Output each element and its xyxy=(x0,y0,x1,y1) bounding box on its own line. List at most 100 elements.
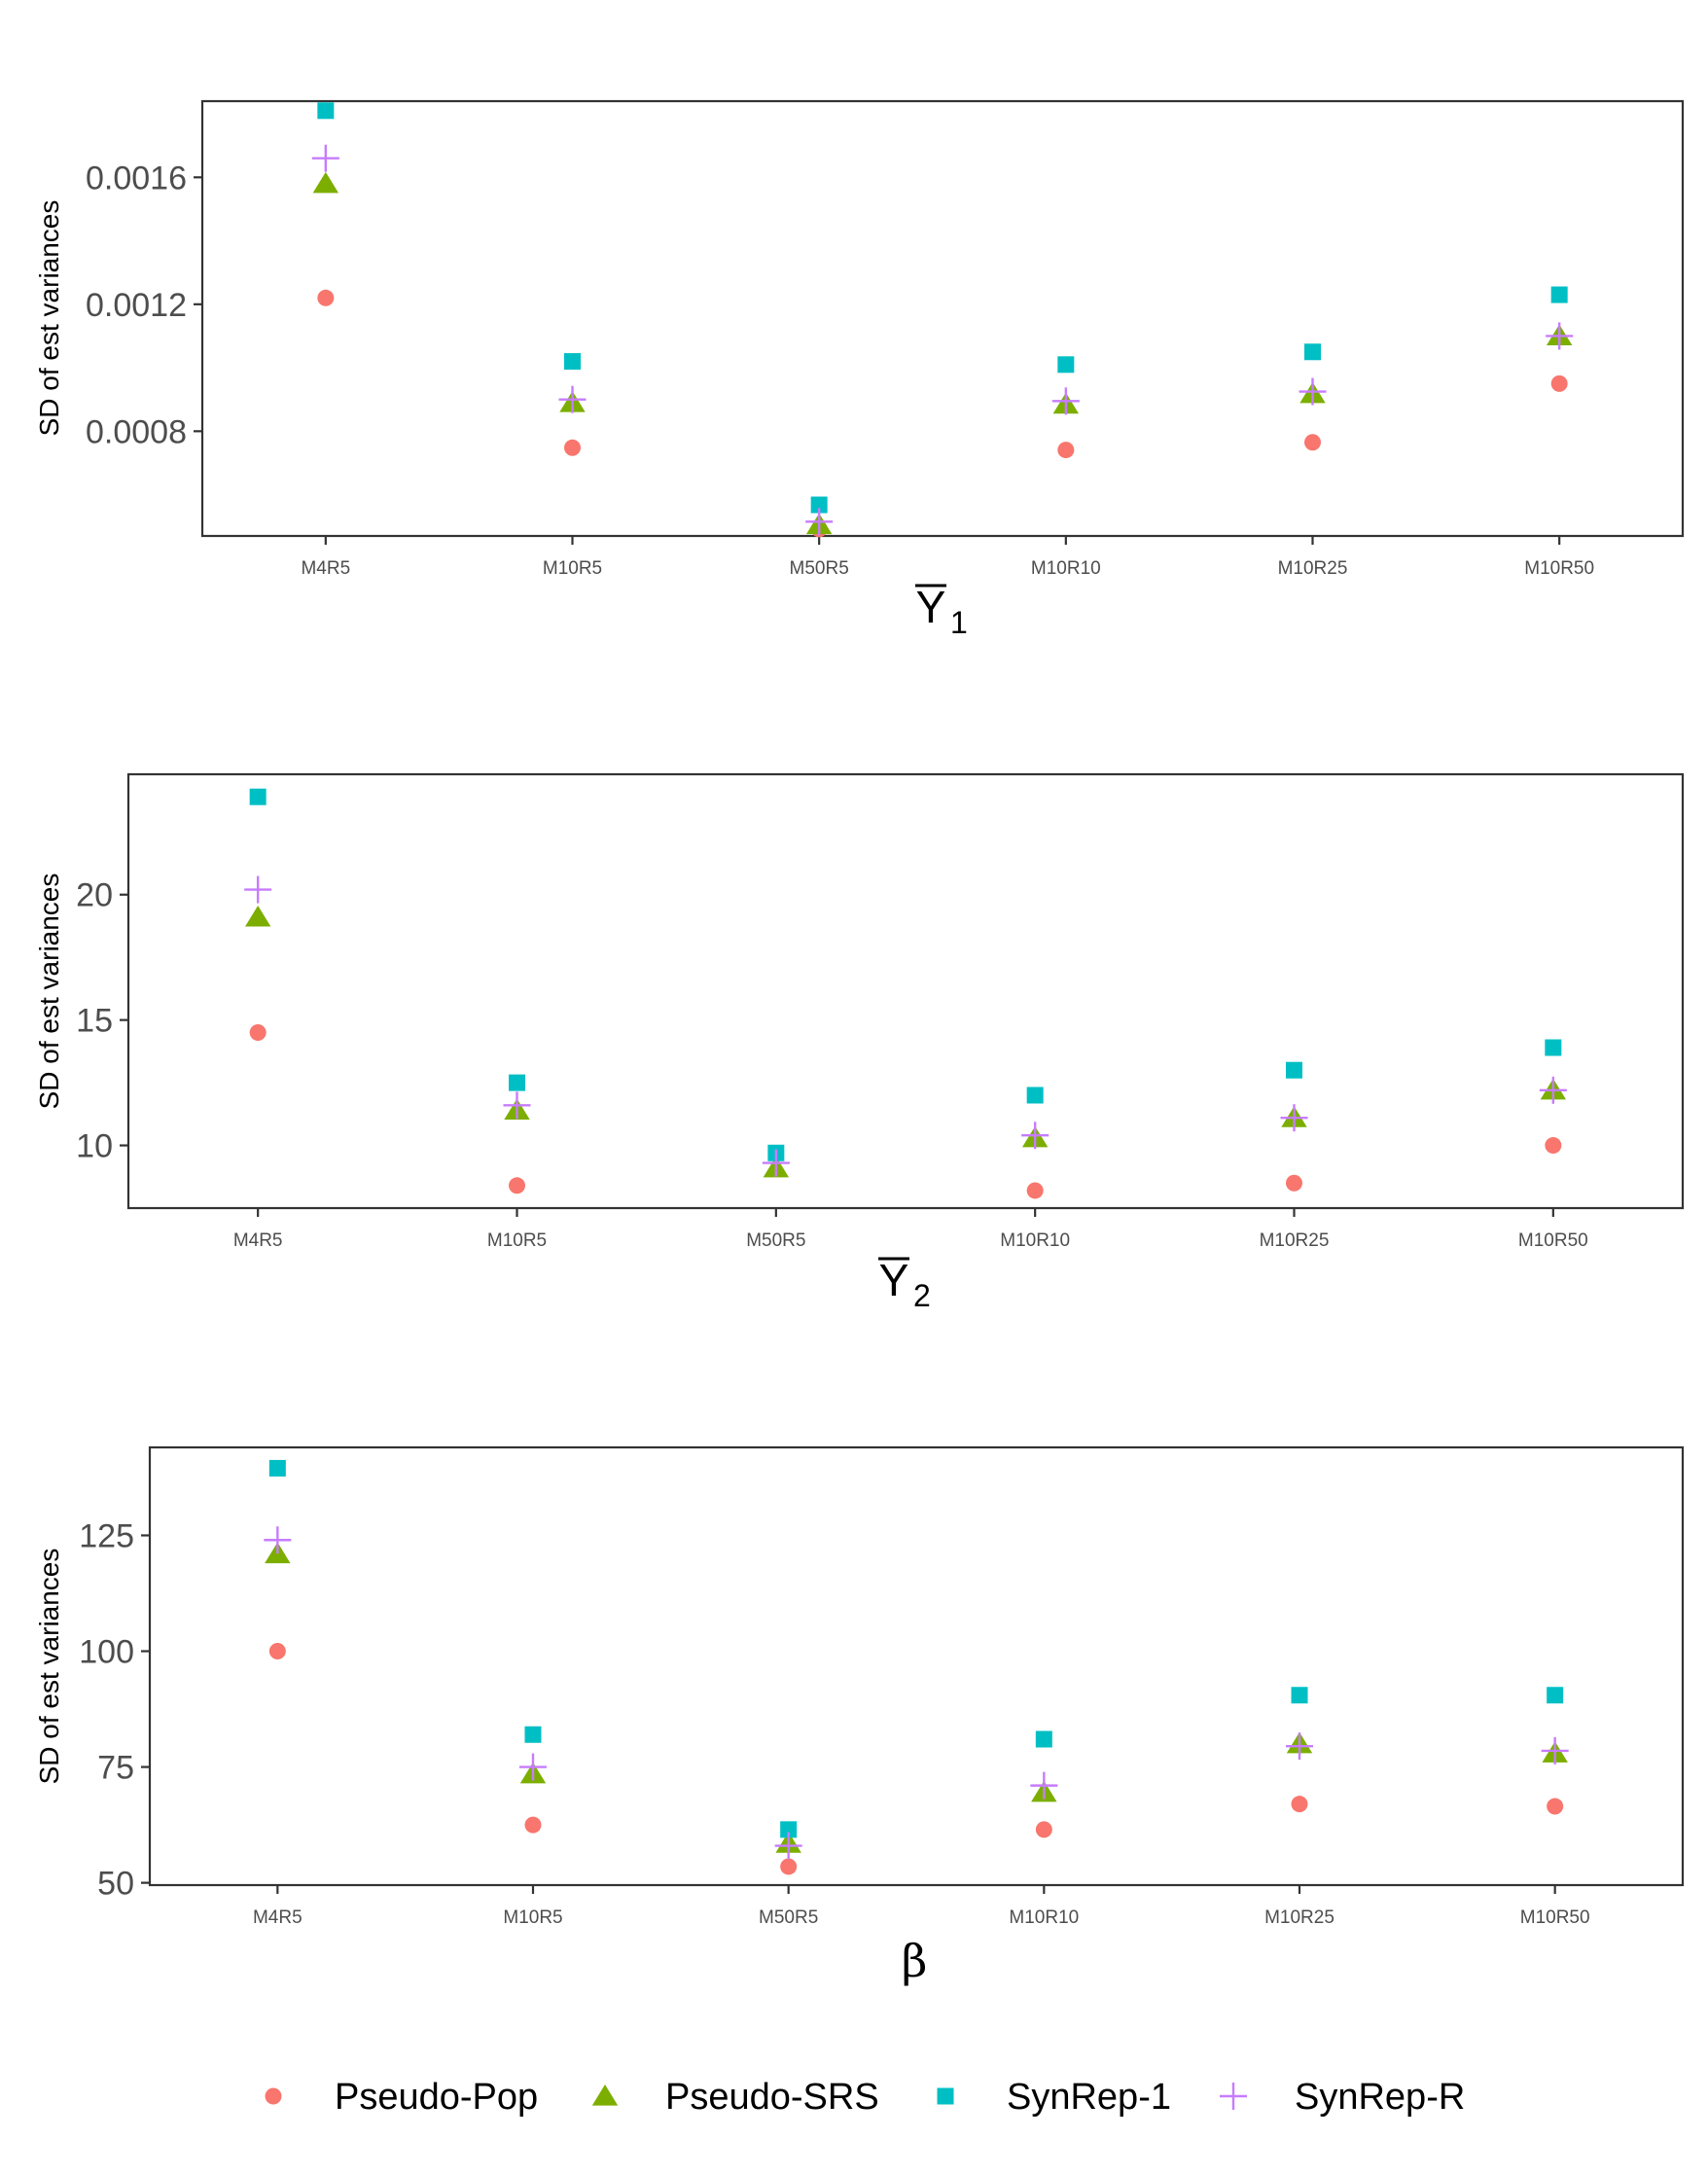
data-point xyxy=(1291,1796,1308,1813)
x-axis-title-symbol: Y xyxy=(879,1255,909,1305)
data-point xyxy=(1035,1730,1052,1748)
data-point xyxy=(1546,322,1574,350)
data-point xyxy=(264,1526,292,1554)
data-point xyxy=(244,875,272,904)
data-point xyxy=(1541,1736,1569,1764)
data-point xyxy=(1286,1732,1313,1761)
x-tick-label: M50R5 xyxy=(790,558,849,579)
x-tick-label: M10R50 xyxy=(1518,1230,1588,1251)
series-pseudo-srs xyxy=(265,1542,1568,1853)
x-axis-title-subscript: 1 xyxy=(950,605,968,640)
y-tick-label: 0.0008 xyxy=(86,413,187,450)
legend-key xyxy=(265,2087,282,2105)
data-point xyxy=(1291,1687,1308,1704)
legend-item-synrep-r: SynRep-R xyxy=(1220,2077,1465,2118)
x-tick-label: M10R5 xyxy=(503,1907,562,1928)
data-point xyxy=(317,289,335,306)
x-tick-label: M10R5 xyxy=(487,1230,547,1251)
data-point xyxy=(509,1177,525,1194)
series-synrep-r xyxy=(264,1526,1569,1860)
series-pseudo-pop xyxy=(268,1643,1564,1875)
data-point xyxy=(558,385,587,413)
legend-key xyxy=(937,2087,954,2105)
data-point xyxy=(810,496,828,514)
data-point xyxy=(524,1726,542,1743)
x-axis-title: β xyxy=(902,1935,928,1987)
data-point xyxy=(1539,1076,1567,1104)
data-point xyxy=(1026,1182,1044,1199)
x-tick-label: M4R5 xyxy=(253,1907,302,1928)
x-tick-label: M10R25 xyxy=(1278,558,1348,579)
data-point xyxy=(249,788,267,805)
legend-key xyxy=(591,2085,619,2106)
y-tick-label: 0.0012 xyxy=(86,287,187,324)
y-axis-title: SD of est variances xyxy=(34,200,64,437)
data-point xyxy=(1304,343,1321,361)
y-tick-label: 10 xyxy=(76,1128,113,1165)
x-tick-label: M10R50 xyxy=(1520,1907,1590,1928)
legend-label: SynRep-R xyxy=(1295,2077,1465,2118)
x-tick-label: M10R25 xyxy=(1260,1230,1330,1251)
legend-item-pseudo-pop: Pseudo-Pop xyxy=(265,2077,538,2118)
data-point xyxy=(509,1074,525,1091)
data-point xyxy=(1021,1122,1050,1150)
plot-border xyxy=(148,1445,1685,1887)
data-point xyxy=(1280,1104,1308,1132)
legend-label: SynRep-1 xyxy=(1007,2077,1171,2118)
data-point xyxy=(1299,377,1327,406)
x-tick-label: M10R50 xyxy=(1524,558,1594,579)
series-pseudo-srs xyxy=(312,171,1573,535)
data-point xyxy=(1286,1061,1302,1079)
plot-border xyxy=(200,99,1685,538)
data-point xyxy=(805,508,834,536)
panel-1: 0.0008 0.0012 0.0016 M4R5 M10R5 M50R5 M10R10 M1… xyxy=(34,99,1685,640)
data-point xyxy=(519,1753,547,1781)
panel-3: 50 75 100 125 M4R5 M10R5 M50R5 M10R10 M10R25 M10R… xyxy=(34,1445,1685,1987)
data-point xyxy=(564,353,581,371)
series-pseudo-pop xyxy=(249,1024,1562,1199)
series-synrep-r xyxy=(311,144,1574,536)
data-point xyxy=(312,171,339,194)
x-tick-label: M10R25 xyxy=(1264,1907,1334,1928)
data-point xyxy=(780,1821,798,1838)
y-tick-label: 100 xyxy=(79,1634,134,1671)
y-tick-label: 20 xyxy=(76,877,113,914)
data-point xyxy=(1550,286,1568,303)
x-tick-label: M50R5 xyxy=(759,1907,818,1928)
legend-item-synrep-1: SynRep-1 xyxy=(937,2077,1171,2118)
series-synrep-1 xyxy=(249,788,1562,1161)
series-pseudo-pop xyxy=(317,289,1568,538)
data-point xyxy=(1286,1174,1302,1192)
data-point xyxy=(311,144,339,172)
series-synrep-1 xyxy=(268,1459,1564,1838)
data-point xyxy=(1051,387,1080,415)
data-point xyxy=(564,439,581,456)
data-point xyxy=(503,1091,531,1120)
x-tick-label: M10R5 xyxy=(543,558,602,579)
legend-key xyxy=(1220,2083,1247,2110)
data-point xyxy=(1545,1039,1562,1056)
data-point xyxy=(762,1149,790,1177)
y-axis-title: SD of est variances xyxy=(34,1549,64,1785)
x-tick-label: M10R10 xyxy=(1031,558,1101,579)
plot-border xyxy=(126,772,1685,1210)
data-point xyxy=(249,1024,267,1042)
x-tick-label: M10R10 xyxy=(1009,1907,1079,1928)
data-point xyxy=(780,1858,798,1875)
y-axis-title: SD of est variances xyxy=(34,873,64,1110)
y-tick-label: 15 xyxy=(76,1003,113,1040)
legend-label: Pseudo-Pop xyxy=(335,2077,538,2118)
data-point xyxy=(1026,1087,1044,1104)
data-point xyxy=(1550,374,1568,392)
data-point xyxy=(774,1832,802,1860)
x-tick-label: M4R5 xyxy=(233,1230,283,1251)
data-point xyxy=(317,102,335,120)
data-point xyxy=(524,1816,542,1834)
data-point xyxy=(244,905,271,927)
series-synrep-1 xyxy=(317,102,1568,514)
data-point xyxy=(1035,1821,1052,1838)
y-tick-label: 125 xyxy=(79,1517,134,1554)
